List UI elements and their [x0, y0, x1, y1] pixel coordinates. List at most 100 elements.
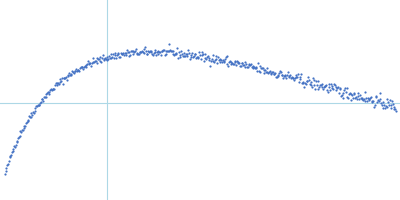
Point — [118, 52, 125, 55]
Point — [137, 50, 144, 53]
Point — [10, 148, 17, 151]
Point — [292, 76, 299, 79]
Point — [216, 58, 222, 61]
Point — [67, 74, 73, 77]
Point — [360, 99, 366, 102]
Point — [368, 96, 374, 99]
Point — [26, 114, 32, 117]
Point — [138, 50, 144, 53]
Point — [41, 96, 47, 99]
Point — [341, 89, 348, 92]
Point — [227, 60, 234, 63]
Point — [24, 119, 31, 122]
Point — [195, 56, 202, 59]
Point — [234, 60, 240, 63]
Point — [114, 53, 121, 56]
Point — [259, 67, 265, 70]
Point — [337, 87, 344, 90]
Point — [148, 51, 155, 54]
Point — [284, 73, 290, 77]
Point — [56, 82, 62, 85]
Point — [291, 79, 297, 82]
Point — [199, 50, 206, 53]
Point — [370, 99, 376, 103]
Point — [182, 54, 188, 57]
Point — [224, 55, 231, 58]
Point — [89, 61, 95, 64]
Point — [110, 53, 116, 56]
Point — [147, 49, 153, 52]
Point — [172, 53, 179, 56]
Point — [287, 74, 293, 77]
Point — [115, 52, 122, 55]
Point — [162, 54, 168, 57]
Point — [127, 53, 134, 57]
Point — [148, 49, 154, 53]
Point — [45, 90, 51, 94]
Point — [72, 69, 78, 72]
Point — [122, 52, 128, 55]
Point — [29, 113, 36, 116]
Point — [295, 72, 301, 75]
Point — [129, 53, 136, 56]
Point — [239, 62, 246, 65]
Point — [157, 50, 163, 54]
Point — [356, 98, 362, 101]
Point — [54, 81, 60, 84]
Point — [190, 55, 196, 59]
Point — [2, 172, 8, 175]
Point — [136, 51, 143, 54]
Point — [134, 52, 140, 56]
Point — [3, 166, 10, 170]
Point — [104, 59, 110, 62]
Point — [273, 76, 279, 79]
Point — [274, 74, 281, 77]
Point — [303, 82, 309, 85]
Point — [98, 60, 104, 63]
Point — [28, 112, 35, 115]
Point — [10, 149, 16, 153]
Point — [297, 78, 304, 81]
Point — [68, 74, 74, 77]
Point — [149, 52, 155, 55]
Point — [52, 83, 58, 87]
Point — [270, 70, 276, 74]
Point — [32, 107, 38, 110]
Point — [87, 62, 94, 65]
Point — [256, 71, 263, 74]
Point — [6, 160, 12, 163]
Point — [357, 94, 363, 97]
Point — [100, 59, 107, 62]
Point — [282, 75, 288, 78]
Point — [18, 130, 24, 133]
Point — [37, 102, 43, 105]
Point — [390, 102, 396, 106]
Point — [184, 53, 190, 56]
Point — [22, 124, 28, 127]
Point — [132, 47, 139, 50]
Point — [359, 96, 366, 99]
Point — [376, 91, 383, 95]
Point — [279, 74, 286, 77]
Point — [71, 69, 78, 72]
Point — [307, 84, 314, 87]
Point — [46, 90, 53, 94]
Point — [237, 65, 243, 68]
Point — [102, 56, 108, 59]
Point — [271, 73, 278, 76]
Point — [325, 83, 332, 86]
Point — [111, 54, 118, 57]
Point — [283, 77, 290, 80]
Point — [243, 63, 250, 66]
Point — [323, 84, 330, 87]
Point — [7, 154, 14, 158]
Point — [270, 72, 277, 76]
Point — [251, 65, 257, 69]
Point — [373, 95, 380, 98]
Point — [211, 61, 217, 64]
Point — [278, 71, 284, 74]
Point — [39, 97, 46, 101]
Point — [328, 87, 335, 90]
Point — [292, 77, 298, 80]
Point — [106, 54, 112, 58]
